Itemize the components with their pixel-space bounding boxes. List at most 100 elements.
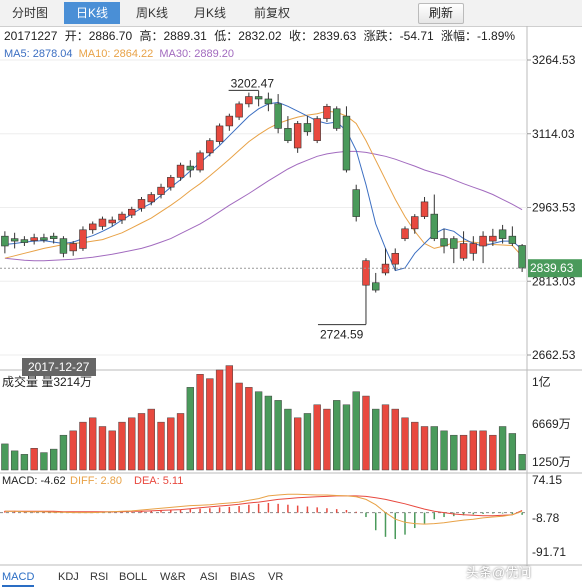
tab-daily-k[interactable]: 日K线 bbox=[64, 2, 120, 24]
candle-body bbox=[206, 140, 214, 154]
volume-bar bbox=[323, 408, 331, 471]
volume-bar bbox=[225, 365, 234, 471]
volume-bar bbox=[293, 417, 302, 471]
macd-axis-label: -91.71 bbox=[532, 545, 566, 559]
low-annotation: 2724.59 bbox=[320, 328, 364, 342]
volume-bar bbox=[30, 448, 38, 471]
volume-bar bbox=[108, 430, 116, 471]
volume-bar bbox=[303, 413, 312, 471]
ma10-line bbox=[4, 110, 523, 259]
kline-chart[interactable]: 3264.53 3114.03 2963.53 2813.03 2662.53 3202.… bbox=[0, 0, 582, 566]
volume-bar bbox=[10, 450, 19, 471]
candle-body bbox=[186, 165, 195, 171]
candle-body bbox=[1, 235, 9, 247]
volume-bar bbox=[313, 404, 321, 471]
candle-body bbox=[254, 96, 263, 100]
volume-bar bbox=[137, 413, 146, 471]
candle-body bbox=[137, 199, 146, 209]
candle-body bbox=[108, 219, 116, 224]
volume-bar bbox=[40, 452, 48, 471]
high-annotation: 3202.47 bbox=[231, 76, 275, 90]
candle-body bbox=[284, 128, 292, 141]
period-tab-bar: 分时图 日K线 周K线 月K线 前复权 刷新 bbox=[0, 0, 582, 27]
volume-bar bbox=[450, 434, 458, 471]
tab-intraday[interactable]: 分时图 bbox=[11, 6, 48, 20]
candle-body bbox=[10, 238, 19, 242]
candle-body bbox=[118, 213, 126, 221]
candle-body bbox=[342, 115, 351, 171]
volume-bar bbox=[98, 426, 107, 471]
candle-body bbox=[30, 237, 38, 241]
quote-high: 高：2889.31 bbox=[139, 29, 207, 43]
volume-axis-label: 6669万 bbox=[532, 417, 571, 431]
candle-body bbox=[313, 118, 321, 141]
candle-body bbox=[489, 235, 497, 242]
tab-kdj[interactable]: KDJ bbox=[58, 571, 79, 583]
candle-body bbox=[469, 243, 478, 254]
volume-bar bbox=[147, 408, 155, 471]
candle-body bbox=[40, 237, 48, 241]
ma10-label: MA10: 2864.22 bbox=[78, 48, 154, 60]
macd-diff-line bbox=[4, 493, 523, 525]
volume-bar bbox=[508, 433, 517, 471]
price-axis-label: 2813.03 bbox=[532, 274, 576, 288]
ma30-label: MA30: 2889.20 bbox=[159, 48, 234, 60]
price-axis-label: 3114.03 bbox=[532, 127, 575, 141]
quote-low: 低：2832.02 bbox=[214, 29, 282, 43]
candle-body bbox=[147, 194, 155, 203]
volume-title: 成交量 量3214万 bbox=[2, 374, 92, 389]
volume-bar bbox=[235, 382, 243, 471]
tab-macd[interactable]: MACD bbox=[2, 569, 35, 587]
volume-bar bbox=[372, 408, 380, 471]
candle-body bbox=[430, 213, 439, 239]
candle-body bbox=[215, 125, 224, 142]
macd-diff-label: DIFF: 2.80 bbox=[70, 475, 122, 487]
tab-bias[interactable]: BIAS bbox=[230, 571, 256, 583]
volume-bar bbox=[391, 408, 399, 471]
volume-bar bbox=[186, 387, 194, 471]
tab-asi[interactable]: ASI bbox=[200, 571, 218, 583]
price-axis-label: 2963.53 bbox=[532, 201, 576, 215]
volume-bar bbox=[254, 391, 263, 471]
candle-body bbox=[20, 239, 29, 243]
volume-bar bbox=[401, 417, 409, 471]
candle-body bbox=[88, 223, 97, 231]
candle-body bbox=[420, 201, 429, 217]
volume-bar bbox=[59, 434, 68, 471]
candle-body bbox=[196, 152, 204, 171]
volume-bar bbox=[274, 400, 282, 471]
indicator-tab-bar: MACD KDJ RSI BOLL W&R ASI BIAS VR bbox=[0, 566, 582, 587]
candle-body bbox=[459, 243, 468, 259]
volume-bar bbox=[167, 417, 175, 471]
refresh-button[interactable]: 刷新 bbox=[418, 3, 464, 24]
quote-close: 收：2839.63 bbox=[288, 29, 357, 43]
volume-bar bbox=[459, 434, 468, 471]
candle-body bbox=[401, 228, 409, 239]
candle-body bbox=[332, 108, 341, 129]
volume-bar bbox=[245, 387, 253, 471]
tab-weekly-k[interactable]: 周K线 bbox=[135, 6, 168, 20]
tab-wr[interactable]: W&R bbox=[160, 571, 186, 583]
volume-axis-label: 1250万 bbox=[532, 455, 571, 469]
volume-bar bbox=[176, 413, 185, 471]
ma5-label: MA5: 2878.04 bbox=[4, 48, 73, 60]
tab-monthly-k[interactable]: 月K线 bbox=[193, 6, 226, 20]
tab-forward-adjust[interactable]: 前复权 bbox=[253, 6, 290, 20]
quote-pct: 涨幅：-1.89% bbox=[441, 29, 516, 43]
candle-body bbox=[176, 164, 185, 178]
price-axis-label: 2662.53 bbox=[532, 348, 576, 362]
candle-body bbox=[391, 253, 399, 265]
macd-dea-line bbox=[4, 495, 523, 517]
volume-bar bbox=[498, 426, 507, 471]
quote-info-bar: 20171227 开：2886.70 高：2889.31 低：2832.02 收… bbox=[0, 27, 582, 45]
volume-bar bbox=[79, 421, 87, 471]
volume-bar bbox=[469, 430, 477, 471]
candle-body bbox=[372, 282, 380, 291]
tab-boll[interactable]: BOLL bbox=[119, 571, 148, 583]
tab-rsi[interactable]: RSI bbox=[90, 571, 109, 583]
volume-bar bbox=[411, 421, 419, 471]
tab-vr[interactable]: VR bbox=[268, 571, 284, 583]
candle-body bbox=[59, 238, 68, 254]
volume-bar bbox=[118, 421, 126, 471]
ma-legend: MA5: 2878.04 MA10: 2864.22 MA30: 2889.20 bbox=[4, 48, 234, 60]
